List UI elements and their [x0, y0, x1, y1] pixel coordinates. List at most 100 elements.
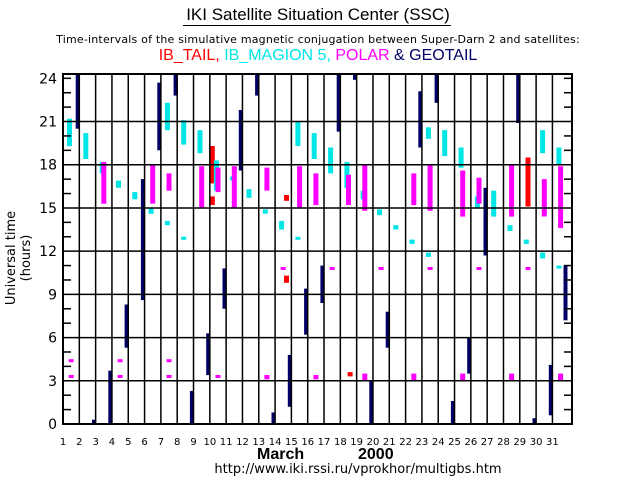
- bar-ib-magion-5: [523, 239, 529, 244]
- y-tick-label: 0: [48, 417, 57, 433]
- bar-polar: [329, 267, 335, 270]
- bar-polar: [117, 375, 123, 378]
- bar-ib-magion-5: [409, 239, 415, 244]
- bar-polar: [199, 166, 205, 208]
- x-tick-label: 10: [203, 437, 216, 448]
- x-tick-label: 14: [269, 437, 282, 448]
- bar-geotail: [108, 370, 113, 424]
- x-tick-label: 1: [60, 437, 66, 448]
- bar-polar: [68, 359, 74, 363]
- bar-geotail: [369, 380, 374, 424]
- bar-geotail: [157, 82, 162, 151]
- bar-polar: [166, 375, 172, 378]
- x-tick-label: 31: [546, 437, 559, 448]
- bar-polar: [378, 267, 384, 270]
- bar-polar: [280, 267, 286, 270]
- x-tick-label: 21: [383, 437, 396, 448]
- x-tick-label: 15: [285, 437, 298, 448]
- bar-ib-tail: [347, 372, 353, 377]
- bar-ib-magion-5: [507, 225, 513, 231]
- bar-geotail: [255, 74, 260, 96]
- bar-polar: [346, 174, 351, 205]
- bar-geotail: [467, 337, 472, 374]
- bar-polar: [166, 359, 172, 363]
- bar-geotail: [75, 74, 80, 129]
- x-tick-label: 8: [174, 437, 180, 448]
- bar-geotail: [173, 74, 178, 96]
- bar-ib-tail: [209, 196, 215, 205]
- bar-ib-magion-5: [246, 189, 252, 198]
- bar-polar: [101, 161, 107, 204]
- bar-geotail: [418, 91, 423, 148]
- grid-lines: [62, 73, 573, 425]
- bar-ib-magion-5: [181, 120, 187, 145]
- x-tick-label: 17: [318, 437, 331, 448]
- bar-ib-magion-5: [425, 127, 431, 139]
- x-tick-label: 23: [416, 437, 429, 448]
- bar-polar: [313, 173, 319, 206]
- bar-polar: [362, 373, 368, 381]
- bar-ib-magion-5: [279, 220, 285, 230]
- bar-polar: [264, 375, 270, 380]
- bar-ib-tail: [284, 195, 289, 201]
- legend-polar: POLAR: [330, 47, 390, 64]
- chart-legend: IB_TAIL, IB_MAGION 5, POLAR & GEOTAIL: [0, 47, 636, 65]
- y-tick-labels: 0 3 6 9 12 15 18 21 24: [39, 71, 57, 433]
- bar-geotail: [385, 311, 390, 348]
- bar-ib-magion-5: [458, 147, 464, 168]
- bar-ib-magion-5: [295, 236, 301, 240]
- x-axis-month: March: [257, 446, 305, 463]
- bar-polar: [509, 164, 515, 217]
- y-tick-label: 3: [48, 374, 57, 390]
- x-tick-label: 7: [158, 437, 164, 448]
- bar-geotail: [450, 401, 455, 424]
- bar-ib-magion-5: [540, 252, 546, 259]
- x-tick-label: 28: [497, 437, 510, 448]
- x-tick-label: 26: [464, 437, 477, 448]
- x-tick-label: 16: [301, 437, 314, 448]
- x-tick-label: 2: [76, 437, 82, 448]
- bar-ib-magion-5: [295, 121, 301, 146]
- bar-ib-magion-5: [181, 236, 187, 240]
- bar-geotail: [222, 268, 227, 309]
- bar-polar: [264, 167, 270, 191]
- bar-ib-tail: [525, 157, 531, 207]
- bar-ib-magion-5: [556, 265, 562, 269]
- y-tick-label: 12: [39, 244, 57, 260]
- x-tick-label: 27: [481, 437, 494, 448]
- bar-polar: [411, 173, 417, 206]
- bar-ib-magion-5: [556, 147, 562, 165]
- bar-polar: [476, 177, 482, 204]
- x-tick-label: 29: [513, 437, 526, 448]
- bar-geotail: [140, 179, 145, 301]
- bar-ib-magion-5: [262, 209, 268, 214]
- bar-ib-magion-5: [116, 180, 121, 188]
- x-tick-label: 12: [236, 437, 249, 448]
- bar-geotail: [516, 74, 521, 123]
- x-tick-labels: 1 2 3 4 5 6 7 8 9 10 11 12 13 14 15 16 17 18 19 20 21 22 23 24 2…: [60, 437, 559, 448]
- legend-geotail: & GEOTAIL: [389, 47, 478, 64]
- legend-ib-magion5: IB_MAGION 5,: [219, 47, 331, 64]
- bar-polar: [231, 166, 237, 208]
- bar-polar: [476, 267, 482, 270]
- x-tick-label: 24: [432, 437, 445, 448]
- x-tick-label: 13: [252, 437, 265, 448]
- bar-ib-magion-5: [148, 208, 154, 214]
- bar-geotail: [548, 364, 553, 416]
- title-underline: [183, 25, 451, 26]
- bar-ib-magion-5: [311, 133, 317, 159]
- bar-ib-magion-5: [164, 220, 170, 226]
- legend-ib-tail: IB_TAIL,: [158, 47, 220, 64]
- source-url: http://www.iki.rssi.ru/vprokhor/multigbs…: [214, 462, 502, 477]
- bar-ib-magion-5: [491, 190, 497, 217]
- x-tick-label: 18: [334, 437, 347, 448]
- bar-polar: [427, 164, 433, 211]
- bar-polar: [411, 373, 417, 381]
- bar-geotail: [271, 412, 276, 424]
- x-tick-label: 19: [350, 437, 363, 448]
- bar-polar: [558, 373, 564, 381]
- bar-geotail: [434, 74, 439, 103]
- bar-geotail: [124, 304, 129, 348]
- bar-geotail: [353, 74, 357, 80]
- bar-polar: [509, 373, 515, 381]
